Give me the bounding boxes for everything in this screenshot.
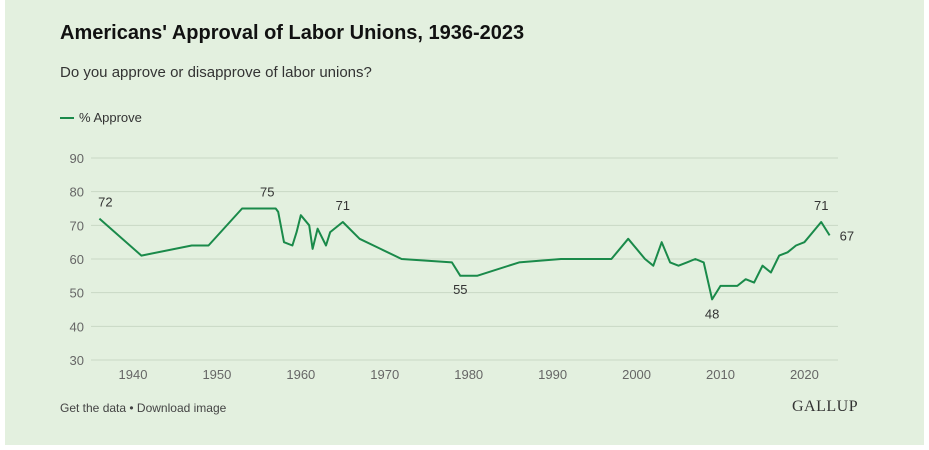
- data-labels: 72 75 71 55 48 71 67: [98, 185, 854, 322]
- y-tick-label: 30: [70, 353, 84, 368]
- gallup-logo: GALLUP: [792, 398, 859, 415]
- data-label: 71: [336, 198, 350, 213]
- legend-label: % Approve: [79, 110, 142, 125]
- footer-links: Get the data • Download image: [60, 401, 226, 415]
- series-layer: [98, 207, 831, 301]
- y-tick-label: 60: [70, 252, 84, 267]
- x-tick-label: 1970: [370, 367, 399, 382]
- x-axis-ticks: 1940 1950 1960 1970 1980 1990 2000 2010 2020: [119, 367, 819, 382]
- x-tick-label: 1990: [538, 367, 567, 382]
- footer-separator: •: [126, 401, 137, 415]
- grid-lines: [91, 157, 838, 361]
- get-data-link[interactable]: Get the data: [60, 401, 127, 415]
- y-tick-label: 70: [70, 218, 84, 233]
- series-line-approve: [98, 207, 831, 301]
- y-axis-ticks: 30 40 50 60 70 80 90: [70, 151, 84, 368]
- x-tick-label: 1940: [119, 367, 148, 382]
- data-label: 48: [705, 306, 719, 321]
- data-label: 55: [453, 282, 467, 297]
- x-tick-label: 1980: [454, 367, 483, 382]
- x-tick-label: 2010: [706, 367, 735, 382]
- legend-swatch: [60, 116, 74, 119]
- x-tick-label: 1960: [286, 367, 315, 382]
- x-tick-label: 2000: [622, 367, 651, 382]
- data-label: 75: [260, 185, 274, 200]
- download-image-link[interactable]: Download image: [136, 401, 227, 415]
- data-label: 72: [98, 195, 112, 210]
- x-tick-label: 1950: [202, 367, 231, 382]
- y-tick-label: 50: [70, 286, 84, 301]
- chart-subtitle: Do you approve or disapprove of labor un…: [60, 64, 372, 81]
- data-label: 67: [840, 228, 854, 243]
- y-tick-label: 80: [70, 185, 84, 200]
- chart-legend: % Approve: [60, 110, 142, 125]
- data-label: 71: [814, 198, 828, 213]
- y-tick-label: 90: [70, 151, 84, 166]
- y-tick-label: 40: [70, 319, 84, 334]
- chart-title: Americans' Approval of Labor Unions, 193…: [60, 22, 525, 44]
- x-tick-label: 2020: [790, 367, 819, 382]
- chart-card: [5, 0, 924, 445]
